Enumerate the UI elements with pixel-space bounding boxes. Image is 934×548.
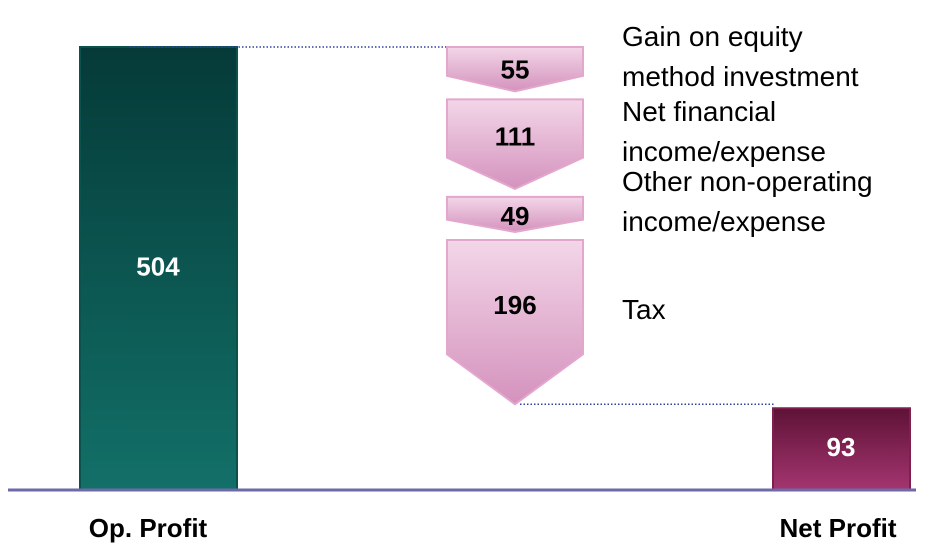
step-value: 55 bbox=[501, 54, 530, 84]
step-label: Tax bbox=[622, 294, 666, 326]
start-bar bbox=[79, 46, 238, 491]
step-label: Net financial income/expense bbox=[622, 96, 826, 168]
start-value: 504 bbox=[136, 251, 180, 281]
end-bar bbox=[772, 407, 911, 491]
step-label: Other non-operating income/expense bbox=[622, 166, 873, 238]
start-label: Op. Profit bbox=[89, 513, 208, 543]
step-arrow bbox=[446, 46, 584, 93]
step-value: 111 bbox=[495, 121, 536, 151]
step-value: 196 bbox=[493, 290, 536, 320]
end-label: Net Profit bbox=[780, 513, 897, 543]
step-arrow bbox=[446, 98, 584, 191]
step-value: 49 bbox=[501, 201, 530, 231]
end-value: 93 bbox=[827, 432, 856, 462]
step-label: Gain on equity method investment bbox=[622, 21, 859, 93]
step-arrow bbox=[446, 238, 584, 406]
step-arrow bbox=[446, 195, 584, 233]
